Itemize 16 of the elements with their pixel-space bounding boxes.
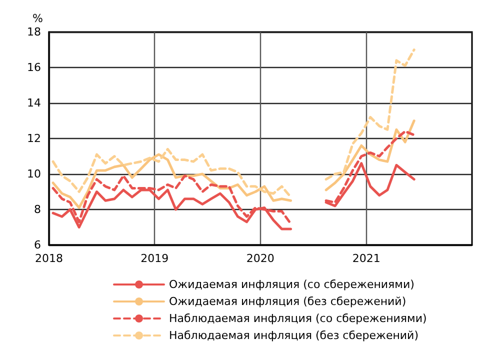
legend-label: Наблюдаемая инфляция (со сбережениями) bbox=[169, 312, 427, 325]
legend-label: Ожидаемая инфляция (без сбережений) bbox=[169, 295, 406, 308]
legend-label: Наблюдаемая инфляция (без сбережений) bbox=[169, 329, 418, 342]
y-tick-label: 16 bbox=[27, 61, 41, 74]
y-tick-label: 14 bbox=[27, 96, 41, 110]
y-tick-label: 10 bbox=[27, 168, 41, 180]
x-tick-label: 2021 bbox=[352, 252, 380, 265]
y-tick-label: 18 bbox=[27, 26, 41, 38]
y-tick-label: 8 bbox=[34, 203, 41, 216]
x-tick-label: 2020 bbox=[246, 252, 274, 265]
x-tick-label: 2018 bbox=[35, 252, 63, 265]
y-tick-label: 12 bbox=[27, 132, 41, 145]
y-tick-label: 6 bbox=[34, 238, 41, 252]
y-axis-title: % bbox=[32, 12, 43, 25]
x-tick-label: 2019 bbox=[140, 252, 169, 265]
legend-label: Ожидаемая инфляция (со сбережениями) bbox=[169, 278, 414, 291]
